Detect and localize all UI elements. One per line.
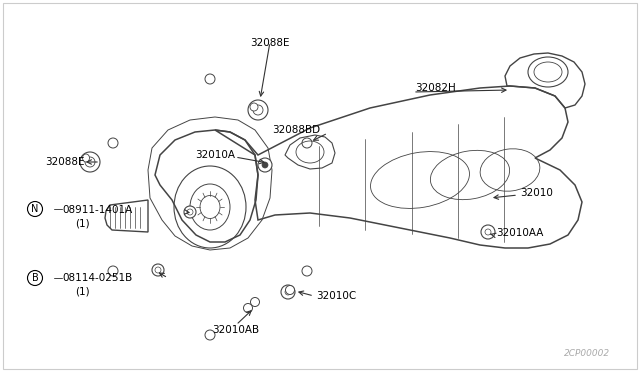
Circle shape: [205, 330, 215, 340]
Circle shape: [481, 225, 495, 239]
Text: N: N: [31, 204, 38, 214]
Circle shape: [80, 152, 100, 172]
Text: 32088E: 32088E: [250, 38, 290, 48]
Circle shape: [302, 138, 312, 148]
Text: B: B: [31, 273, 38, 283]
Text: (1): (1): [75, 287, 90, 297]
Circle shape: [302, 266, 312, 276]
Text: 32010AB: 32010AB: [212, 325, 260, 335]
Text: 32010: 32010: [520, 188, 553, 198]
Circle shape: [108, 266, 118, 276]
Ellipse shape: [83, 154, 90, 162]
Circle shape: [108, 138, 118, 148]
Circle shape: [285, 285, 294, 295]
Text: 08114-0251B: 08114-0251B: [62, 273, 132, 283]
Circle shape: [262, 162, 268, 168]
Circle shape: [152, 264, 164, 276]
Circle shape: [250, 298, 259, 307]
Circle shape: [281, 285, 295, 299]
Text: 32010A: 32010A: [195, 150, 235, 160]
Text: 2CP00002: 2CP00002: [564, 349, 610, 358]
Text: 32088BD: 32088BD: [272, 125, 320, 135]
Ellipse shape: [250, 103, 258, 111]
Text: 32010AA: 32010AA: [496, 228, 543, 238]
Circle shape: [243, 304, 253, 312]
Circle shape: [248, 100, 268, 120]
Text: 32082H: 32082H: [415, 83, 456, 93]
Circle shape: [184, 206, 196, 218]
Text: (1): (1): [75, 219, 90, 229]
Circle shape: [205, 74, 215, 84]
Text: 32010C: 32010C: [316, 291, 356, 301]
Text: 32088E: 32088E: [45, 157, 84, 167]
Text: 08911-1401A: 08911-1401A: [62, 205, 132, 215]
Circle shape: [258, 158, 272, 172]
